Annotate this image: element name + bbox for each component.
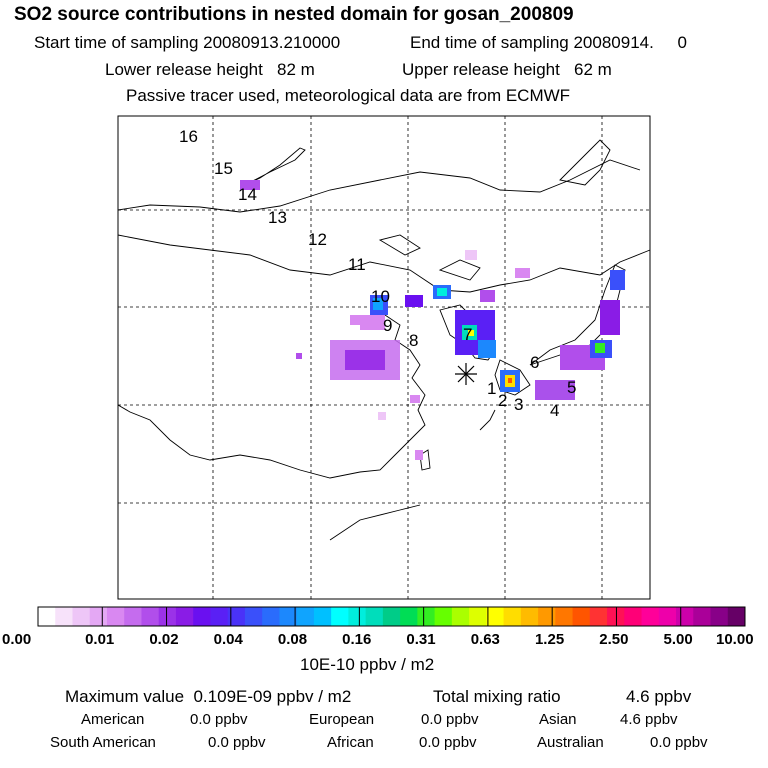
colorbar-swatch [262, 607, 280, 626]
colorbar-swatch [693, 607, 712, 626]
region-label: 6 [530, 353, 539, 372]
region-label: 1 [487, 379, 496, 398]
upper-release-height: Upper release height 62 m [402, 60, 612, 79]
colorbar-frame [37, 606, 746, 627]
colorbar-tick-label: 0.01 [85, 631, 115, 648]
colorbar-swatch [727, 607, 746, 626]
colorbar-swatch [520, 607, 539, 626]
receptor-asterisk-icon [455, 363, 477, 385]
colorbar-swatch [296, 607, 315, 626]
region-label: 11 [348, 255, 366, 274]
african-label: African [327, 734, 374, 751]
total-mixing-label: Total mixing ratio [433, 687, 561, 706]
colorbar-tick-label: 1.25 [534, 631, 565, 648]
colorbar-swatch [658, 607, 677, 626]
figure-title: SO2 source contributions in nested domai… [14, 4, 574, 25]
colorbar-swatch [193, 607, 211, 626]
colorbar-swatch [313, 607, 332, 626]
lower-release-height: Lower release height 82 m [105, 60, 315, 79]
colorbar-swatch [382, 607, 401, 626]
colorbar-swatch [106, 607, 125, 626]
colorbar-swatch [348, 607, 367, 626]
colorbar-tick-label: 0.00 [2, 631, 32, 648]
colorbar-tick-label: 0.16 [342, 631, 372, 648]
colorbar-swatch [555, 607, 574, 626]
region-labels: 1 2 3 4 5 6 7 8 9 10 11 12 13 14 15 16 [179, 127, 576, 420]
region-label: 5 [567, 378, 576, 397]
colorbar-swatch [38, 607, 56, 626]
region-label: 2 [498, 391, 507, 410]
colorbar-swatch [158, 607, 177, 626]
colorbar-tick-label: 0.04 [213, 631, 243, 648]
colorbar-swatch [641, 607, 660, 626]
european-label: European [309, 711, 375, 728]
total-mixing-value: 4.6 ppbv [626, 687, 692, 706]
region-label: 4 [550, 401, 559, 420]
colorbar-tick-label: 10.00 [716, 631, 754, 648]
tracer-note: Passive tracer used, meteorological data… [126, 86, 571, 105]
colorbar-swatch [624, 607, 643, 626]
colorbar-swatch [434, 607, 453, 626]
colorbar-swatch [244, 607, 263, 626]
colorbar-swatch [503, 607, 522, 626]
colorbar-swatch [469, 607, 487, 626]
colorbar-swatch [55, 607, 73, 626]
region-label: 13 [268, 208, 287, 227]
american-label: American [81, 711, 145, 728]
colorbar-swatch [331, 607, 349, 626]
australian-label: Australian [537, 734, 604, 751]
end-time: End time of sampling 20080914. 0 [410, 33, 687, 52]
colorbar-swatch [141, 607, 160, 626]
colorbar [37, 606, 746, 627]
region-label: 3 [514, 395, 523, 414]
australian-value: 0.0 ppbv [650, 734, 708, 751]
colorbar-tick-label: 0.08 [277, 631, 308, 648]
colorbar-tick-label: 0.02 [149, 631, 179, 648]
colorbar-swatch [89, 607, 108, 626]
colorbar-tick-label: 0.63 [470, 631, 500, 648]
start-time: Start time of sampling 20080913.210000 [34, 33, 341, 52]
max-value: Maximum value 0.109E-09 ppbv / m2 [65, 687, 352, 706]
colorbar-swatch [72, 607, 91, 626]
colorbar-swatch [538, 607, 556, 626]
asian-value: 4.6 ppbv [620, 711, 678, 728]
colorbar-swatch [400, 607, 418, 626]
colorbar-swatch [572, 607, 591, 626]
colorbar-swatch [710, 607, 729, 626]
colorbar-swatch [607, 607, 625, 626]
region-label: 7 [463, 325, 472, 344]
colorbar-swatch [417, 607, 436, 626]
concentration-field [240, 180, 625, 460]
region-label: 9 [383, 316, 392, 335]
colorbar-swatch [451, 607, 470, 626]
region-label: 14 [238, 185, 257, 204]
colorbar-units: 10E-10 ppbv / m2 [300, 655, 435, 674]
african-value: 0.0 ppbv [419, 734, 477, 751]
colorbar-swatch [227, 607, 246, 626]
south-american-value: 0.0 ppbv [208, 734, 266, 751]
region-label: 12 [308, 230, 327, 249]
colorbar-tick-label: 5.00 [663, 631, 693, 648]
colorbar-tick-label: 0.31 [406, 631, 436, 648]
colorbar-swatch [676, 607, 694, 626]
colorbar-tick-label: 2.50 [599, 631, 629, 648]
colorbar-swatch [365, 607, 384, 626]
region-label: 16 [179, 127, 198, 146]
region-label: 8 [409, 331, 418, 350]
region-label: 10 [371, 287, 390, 306]
colorbar-swatch [589, 607, 608, 626]
colorbar-swatch [486, 607, 505, 626]
region-label: 15 [214, 159, 233, 178]
european-value: 0.0 ppbv [421, 711, 479, 728]
american-value: 0.0 ppbv [190, 711, 248, 728]
south-american-label: South American [50, 734, 156, 751]
colorbar-swatch [175, 607, 194, 626]
colorbar-swatch [279, 607, 298, 626]
asian-label: Asian [539, 711, 577, 728]
colorbar-swatch [210, 607, 229, 626]
colorbar-swatch [124, 607, 142, 626]
